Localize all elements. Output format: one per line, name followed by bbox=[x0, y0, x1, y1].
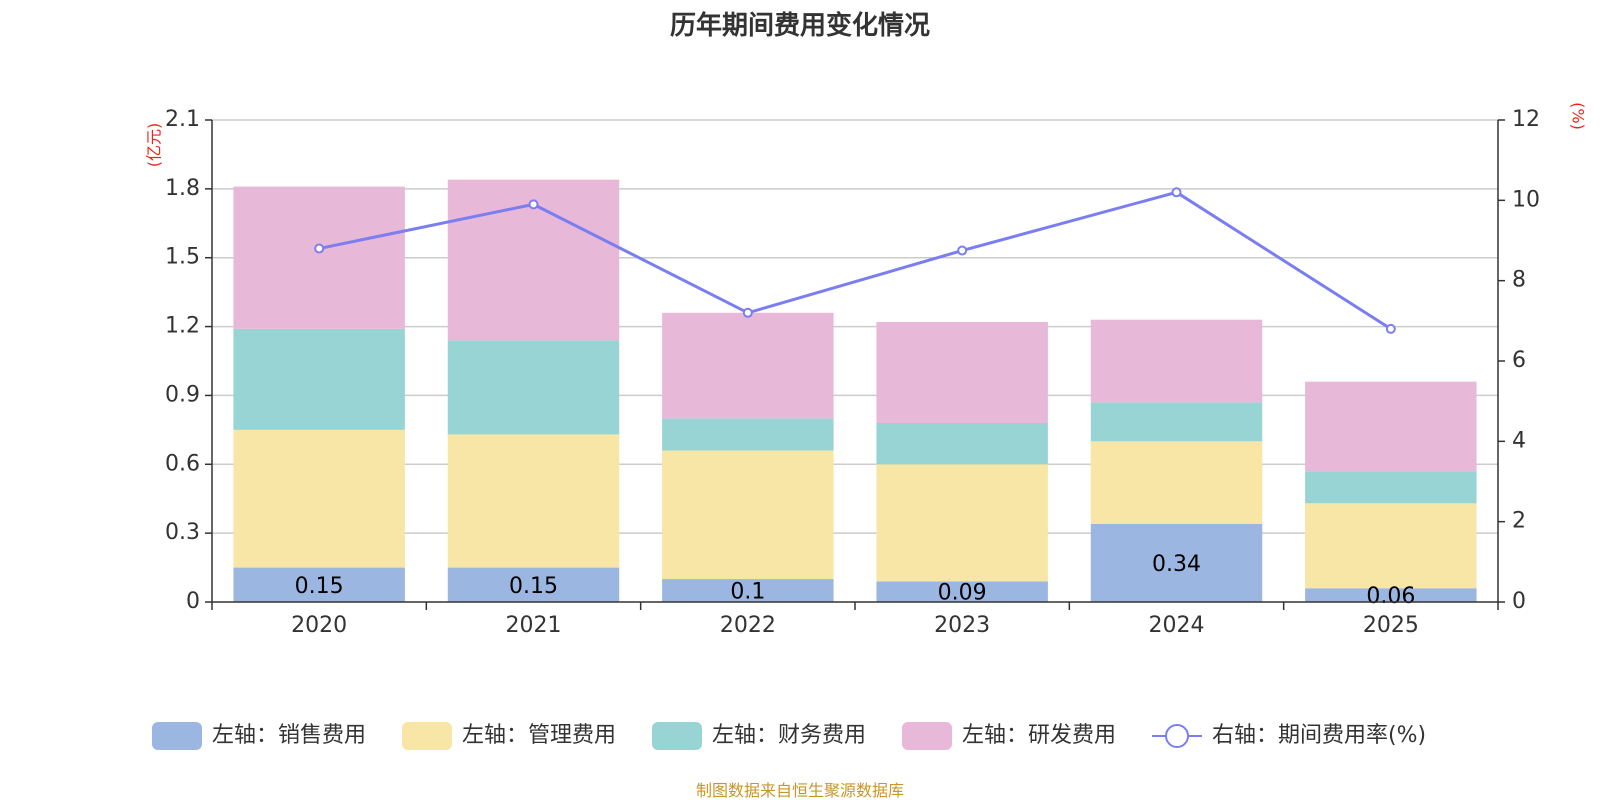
x-axis-tick-label: 2023 bbox=[934, 613, 990, 638]
rate-point bbox=[528, 199, 539, 210]
left-axis-tick-label: 2.1 bbox=[165, 107, 200, 132]
right-axis-tick-label: 10 bbox=[1512, 187, 1540, 212]
data-label: 0.1 bbox=[730, 580, 765, 605]
axes: 0 0.3 0.6 0.9 1.2 1.5 1.8 2.1 0 2 4 6 8 10 12 2020 2021 2… bbox=[165, 107, 1540, 638]
data-labels: 0.15 0.15 0.1 0.090.340.06 bbox=[295, 552, 1416, 609]
bar-segment bbox=[876, 321, 1048, 423]
x-axis-tick-label: 2024 bbox=[1149, 613, 1205, 638]
bar-segment bbox=[662, 418, 834, 451]
legend-item: 右轴：期间费用率(%) bbox=[1152, 723, 1426, 748]
rate-point bbox=[314, 243, 325, 254]
data-label: 0.15 bbox=[295, 574, 344, 599]
rate-point bbox=[1171, 187, 1182, 198]
data-label: 0.06 bbox=[1366, 584, 1415, 609]
bar-segment bbox=[1305, 588, 1477, 602]
right-axis-tick-label: 6 bbox=[1512, 348, 1526, 373]
right-axis-tick-label: 4 bbox=[1512, 428, 1526, 453]
bar-segment bbox=[662, 579, 834, 602]
bar-segment bbox=[447, 434, 620, 568]
legend-item: 左轴：销售费用 bbox=[152, 722, 366, 750]
legend-item: 左轴：管理费用 bbox=[402, 722, 616, 750]
left-axis-tick-label: 0.6 bbox=[165, 451, 200, 476]
bar-segment bbox=[233, 186, 405, 329]
bar-segment bbox=[1305, 503, 1477, 589]
x-axis-tick-label: 2020 bbox=[291, 613, 347, 638]
grid-lines bbox=[212, 119, 1498, 534]
left-axis-tick-label: 1.5 bbox=[165, 245, 200, 270]
left-axis-tick-label: 0.3 bbox=[165, 520, 200, 545]
bar-segment bbox=[1090, 402, 1263, 442]
bar-segment bbox=[233, 328, 405, 430]
bar-segment bbox=[876, 581, 1048, 602]
legend-item: 左轴：研发费用 bbox=[902, 722, 1116, 750]
right-axis-tick-label: 12 bbox=[1512, 107, 1540, 132]
data-label: 0.15 bbox=[509, 574, 558, 599]
legend-item: 左轴：财务费用 bbox=[652, 722, 866, 750]
rate-line bbox=[314, 187, 1396, 334]
bar-segment bbox=[233, 567, 405, 602]
bar-segment bbox=[233, 429, 405, 568]
bars bbox=[233, 179, 1477, 602]
bar-segment bbox=[1090, 441, 1263, 524]
bar-segment bbox=[447, 340, 620, 435]
legend-swatch bbox=[652, 722, 702, 750]
bar-segment bbox=[662, 450, 834, 580]
data-label: 0.34 bbox=[1152, 552, 1201, 577]
legend-label: 右轴：期间费用率(%) bbox=[1212, 723, 1426, 748]
rate-line-path bbox=[318, 190, 1392, 331]
bar-segment bbox=[1305, 381, 1477, 472]
left-axis-tick-label: 1.2 bbox=[165, 314, 200, 339]
x-axis-tick-label: 2021 bbox=[506, 613, 562, 638]
x-axis-tick-label: 2025 bbox=[1363, 613, 1419, 638]
x-axis-tick-label: 2022 bbox=[720, 613, 776, 638]
rate-point bbox=[957, 245, 968, 256]
legend-circle-swatch bbox=[1165, 724, 1189, 748]
bar-segment bbox=[1090, 523, 1263, 602]
rate-point bbox=[742, 307, 753, 318]
legend-label: 左轴：研发费用 bbox=[962, 723, 1116, 748]
legend-label: 左轴：管理费用 bbox=[462, 723, 616, 748]
bar-segment bbox=[876, 464, 1048, 582]
left-axis-tick-label: 0 bbox=[186, 589, 200, 614]
bar-segment bbox=[876, 422, 1048, 465]
right-axis-tick-label: 8 bbox=[1512, 268, 1526, 293]
rate-point bbox=[1385, 323, 1396, 334]
legend-swatch bbox=[902, 722, 952, 750]
right-axis-tick-label: 0 bbox=[1512, 589, 1526, 614]
bar-segment bbox=[1305, 471, 1477, 504]
right-axis-tick-label: 2 bbox=[1512, 509, 1526, 534]
legend-swatch bbox=[402, 722, 452, 750]
legend-swatch bbox=[152, 722, 202, 750]
bar-segment bbox=[1090, 319, 1263, 403]
source-note: 制图数据来自恒生聚源数据库 bbox=[696, 781, 904, 800]
left-axis-tick-label: 1.8 bbox=[165, 176, 200, 201]
left-axis-tick-label: 0.9 bbox=[165, 382, 200, 407]
bar-segment bbox=[662, 312, 834, 419]
legend-label: 左轴：销售费用 bbox=[212, 723, 366, 748]
legend: 左轴：销售费用 左轴：管理费用 左轴：财务费用 左轴：研发费用 右轴：期间费用率(%) bbox=[152, 722, 1426, 750]
legend-label: 左轴：财务费用 bbox=[712, 723, 866, 748]
bar-segment bbox=[447, 567, 620, 602]
chart-title: 历年期间费用变化情况 bbox=[670, 10, 930, 41]
left-axis-unit: (亿元) bbox=[145, 123, 164, 168]
right-axis-unit: (%) bbox=[1569, 102, 1588, 130]
